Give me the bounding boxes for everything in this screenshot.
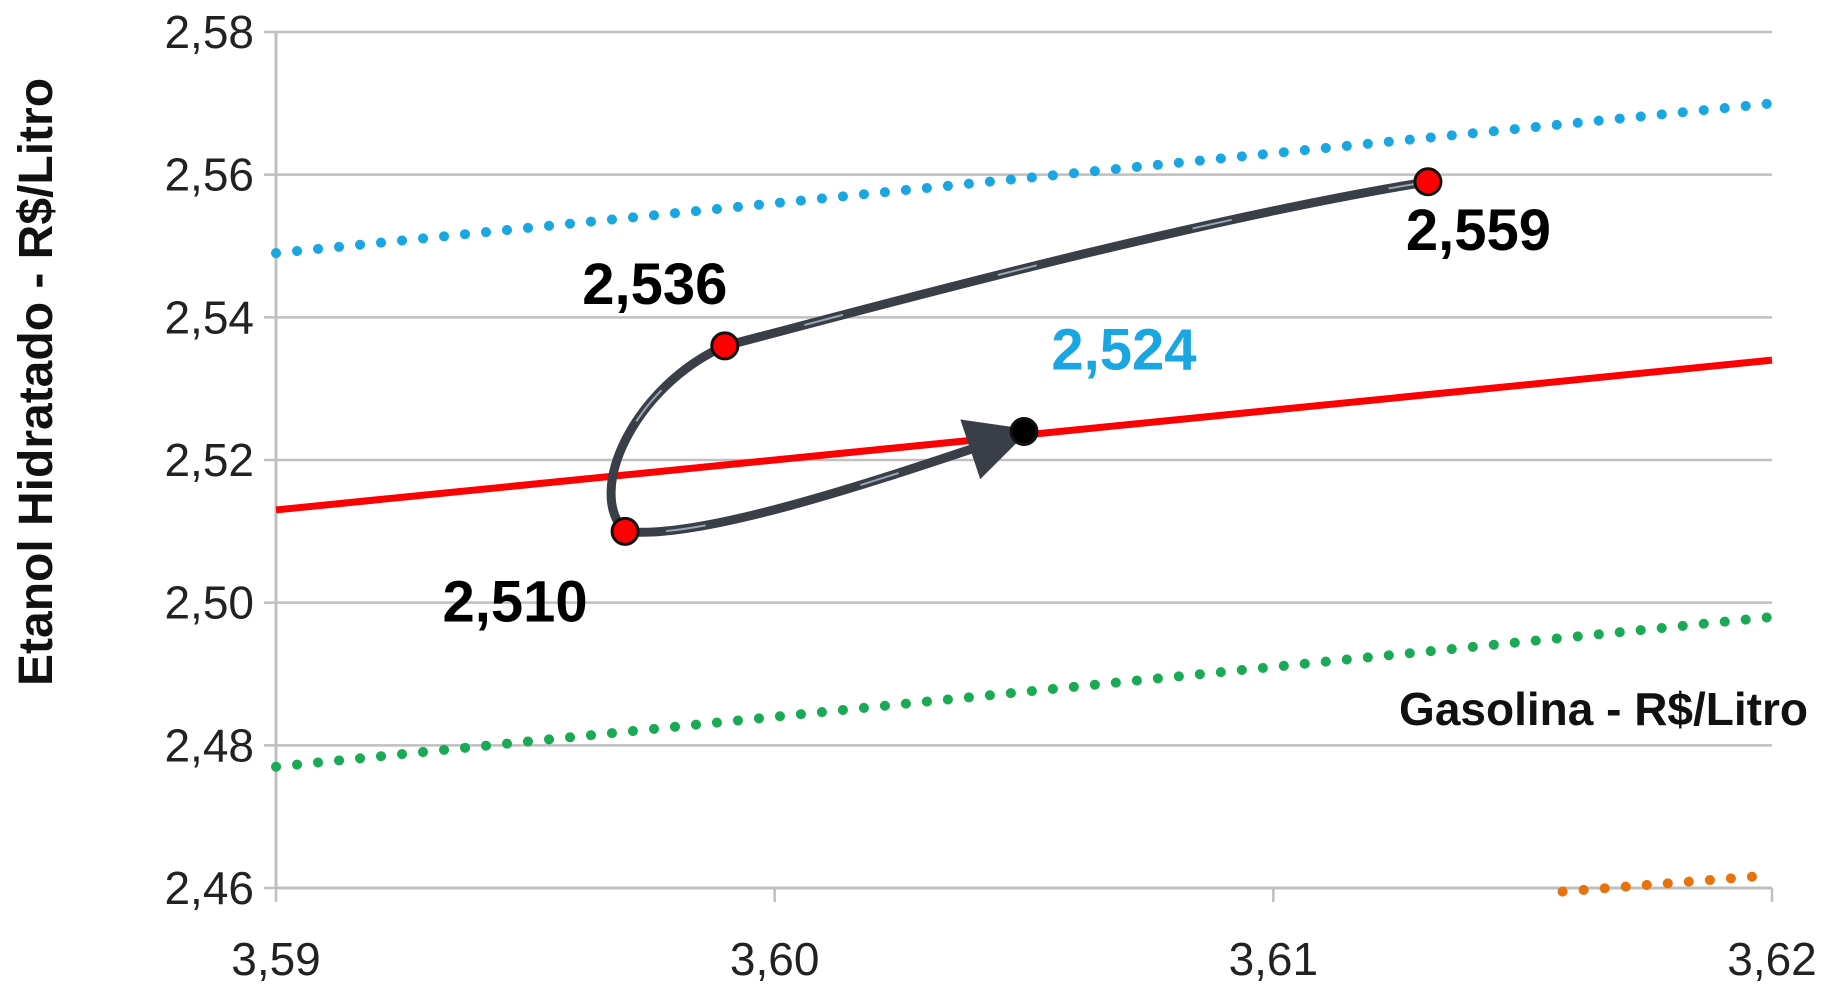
- axes: [264, 30, 1774, 902]
- data-point-label: 2,510: [442, 569, 587, 634]
- data-point-marker: [710, 331, 740, 361]
- grid-lines: [276, 30, 1772, 747]
- y-tick-label: 2,54: [164, 291, 254, 343]
- x-tick-label: 3,60: [730, 933, 820, 985]
- series-line-2: [271, 98, 1777, 259]
- data-points: 2,559 2,536 2,510 2,524: [442, 167, 1551, 634]
- y-tick-label: 2,50: [164, 577, 254, 629]
- trajectory-highlight: [610, 180, 1429, 534]
- y-axis-title: Etanol Hidratado - R$/Litro: [10, 78, 63, 686]
- data-point-label: 2,559: [1406, 198, 1551, 263]
- tick-labels: 2,46 2,48 2,50 2,52 2,54 2,56 2,58 3,59 3,60 3,61…: [164, 6, 1816, 985]
- x-tick-label: 3,61: [1229, 933, 1319, 985]
- y-tick-label: 2,48: [164, 719, 254, 771]
- series-line-4: [1557, 870, 1777, 897]
- data-point-label: 2,536: [582, 252, 727, 317]
- x-axis-title: Gasolina - R$/Litro: [1399, 683, 1808, 735]
- y-tick-label: 2,56: [164, 149, 254, 201]
- x-tick-label: 3,62: [1727, 933, 1817, 985]
- y-tick-label: 2,52: [164, 434, 254, 486]
- series-line-3: [271, 611, 1777, 772]
- x-tick-label: 3,59: [231, 933, 321, 985]
- data-point-marker: [610, 516, 640, 546]
- data-point-label: 2,524: [1051, 317, 1196, 382]
- y-tick-label: 2,58: [164, 6, 254, 58]
- trajectory: [606, 177, 1433, 537]
- data-point-marker: [1009, 416, 1039, 446]
- data-point-marker: [1413, 167, 1443, 197]
- y-tick-label: 2,46: [164, 862, 254, 914]
